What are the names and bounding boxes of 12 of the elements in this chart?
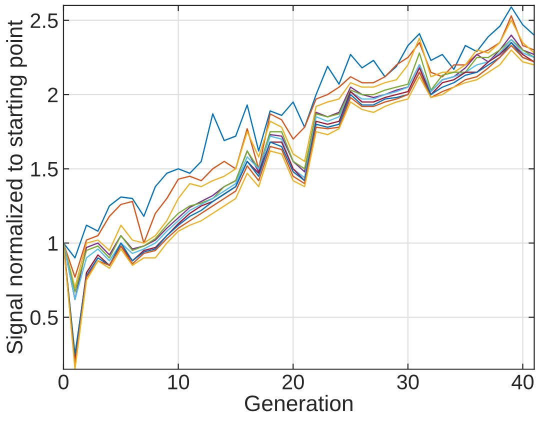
y-tick-label: 0.5 (30, 310, 58, 326)
x-tick-label: 20 (282, 374, 304, 390)
x-tick-label: 10 (168, 374, 190, 390)
x-tick-label: 30 (397, 374, 419, 390)
x-tick-label: 0 (58, 374, 68, 390)
y-tick-label: 1.5 (31, 162, 58, 177)
y-axis-title: Signal normalized to starting point (6, 20, 27, 354)
y-tick-label: 2.5 (30, 13, 58, 28)
x-tick-label: 40 (512, 374, 534, 390)
x-axis-title: Generation (245, 394, 352, 412)
y-tick-label: 1 (48, 236, 58, 251)
y-tick-label: 2 (48, 88, 58, 102)
